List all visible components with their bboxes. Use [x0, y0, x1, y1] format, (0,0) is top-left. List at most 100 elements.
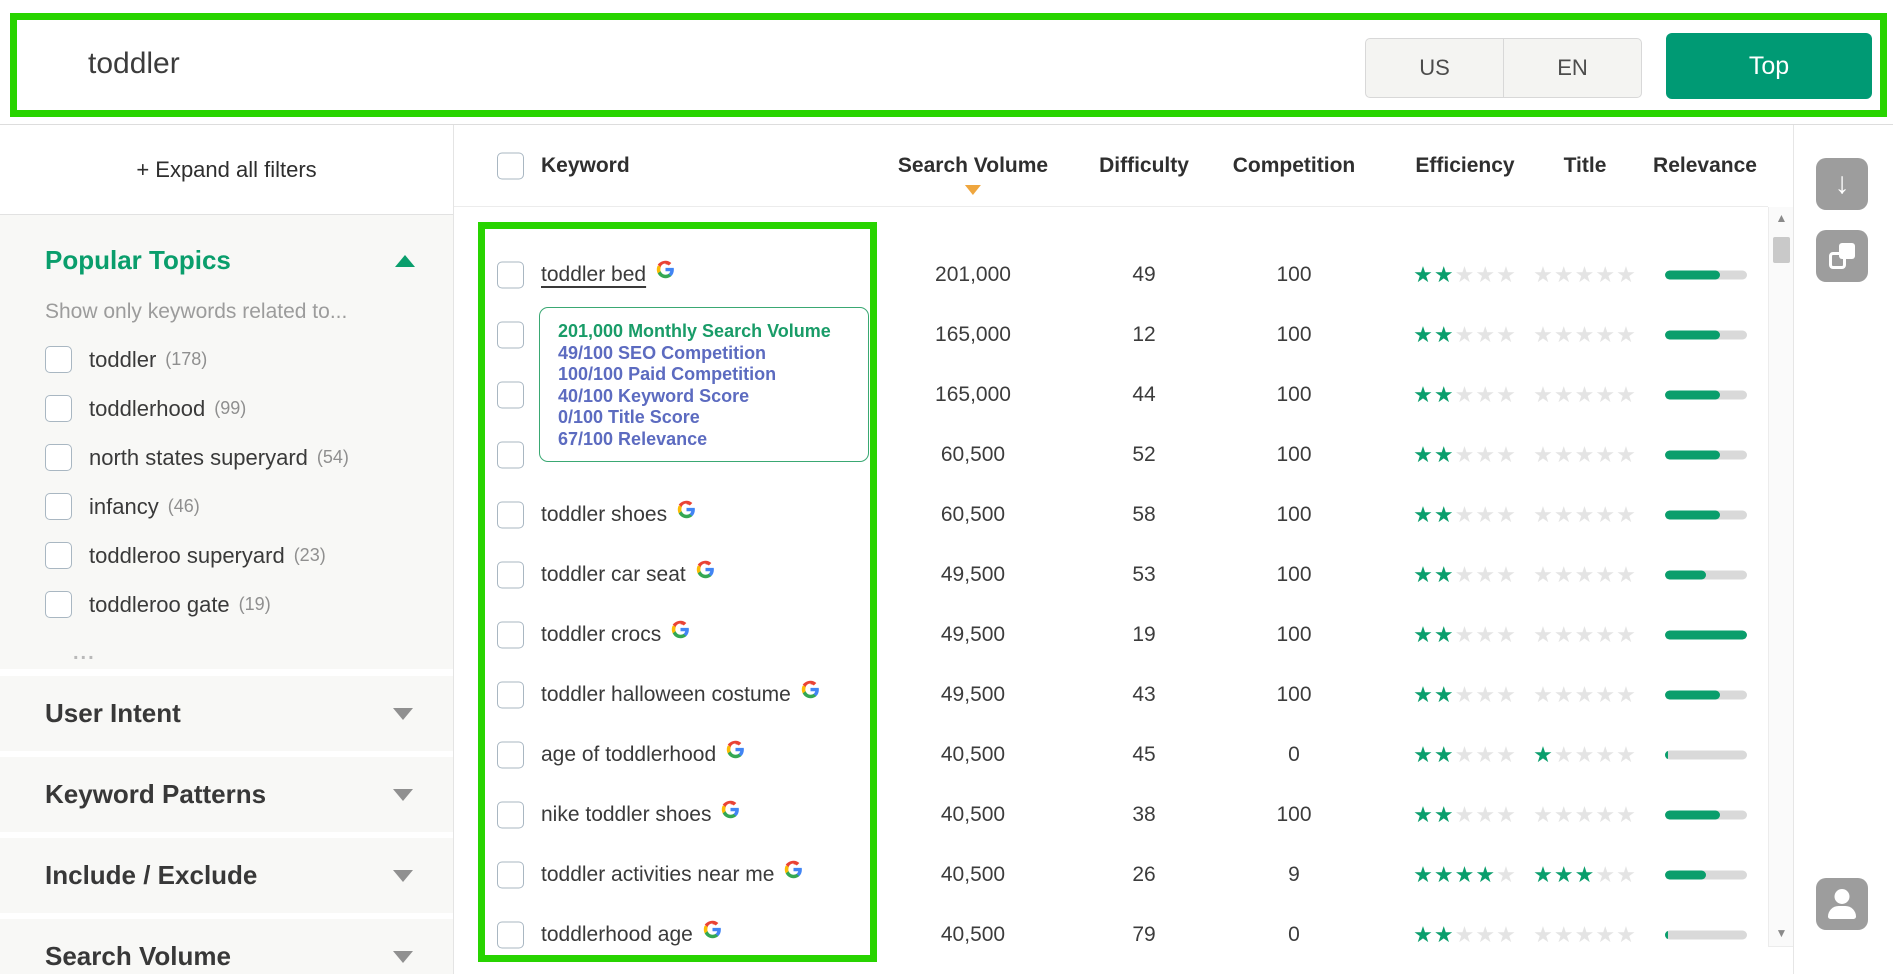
cell-efficiency-stars: ★★★★★ — [1413, 742, 1517, 768]
topic-filter-infancy[interactable]: infancy (46) — [45, 493, 415, 520]
keyword-link[interactable]: toddlerhood age — [541, 923, 693, 946]
keyword-link[interactable]: toddler bed — [541, 263, 647, 286]
column-header-competition[interactable]: Competition — [1232, 153, 1356, 177]
star-icon: ★ — [1413, 802, 1434, 827]
topic-filter-north-states-superyard[interactable]: north states superyard (54) — [45, 444, 415, 471]
relevance-bar — [1665, 510, 1747, 520]
row-checkbox[interactable] — [497, 741, 524, 769]
topic-checkbox[interactable] — [45, 591, 72, 618]
search-input[interactable]: toddler — [88, 47, 180, 80]
filter-section-user-intent[interactable]: User Intent — [0, 676, 453, 751]
cell-efficiency-stars: ★★★★★ — [1413, 262, 1517, 288]
account-button[interactable] — [1816, 878, 1868, 930]
table-row: 165,000 12 100 ★★★★★ ★★★★★ — [454, 305, 1768, 365]
topic-checkbox[interactable] — [45, 346, 72, 373]
topic-checkbox[interactable] — [45, 542, 72, 569]
topic-filter-toddleroo-gate[interactable]: toddleroo gate (19) — [45, 591, 415, 618]
expand-section-icon[interactable] — [393, 950, 413, 963]
topic-count: (178) — [165, 349, 208, 369]
star-icon: ★ — [1454, 862, 1476, 887]
filter-section-keyword-patterns[interactable]: Keyword Patterns — [0, 757, 453, 832]
column-header-difficulty[interactable]: Difficulty — [1099, 153, 1189, 177]
star-icon: ★ — [1413, 682, 1434, 707]
google-icon[interactable] — [656, 260, 675, 279]
filter-section-title: Keyword Patterns — [45, 779, 267, 809]
topic-checkbox[interactable] — [45, 395, 72, 422]
google-icon[interactable] — [677, 500, 696, 519]
scroll-down-arrow-icon[interactable]: ▼ — [1775, 926, 1788, 940]
filter-section-include-exclude[interactable]: Include / Exclude — [0, 838, 453, 913]
table-scrollbar[interactable]: ▲ ▼ — [1768, 207, 1794, 947]
copy-button[interactable] — [1816, 230, 1868, 282]
download-button[interactable]: ↓ — [1816, 158, 1868, 210]
keyword-link[interactable]: toddler shoes — [541, 503, 668, 526]
google-icon[interactable] — [671, 620, 690, 639]
star-icon: ★ — [1574, 382, 1596, 407]
keyword-cell: nike toddler shoes — [541, 800, 740, 827]
row-checkbox[interactable] — [497, 861, 524, 889]
row-checkbox[interactable] — [497, 681, 524, 709]
topic-label: toddleroo gate — [89, 591, 230, 617]
select-all-checkbox[interactable] — [497, 152, 524, 179]
row-checkbox[interactable] — [497, 801, 524, 829]
row-checkbox[interactable] — [497, 921, 524, 949]
keyword-link[interactable]: age of toddlerhood — [541, 743, 717, 766]
star-icon: ★ — [1475, 862, 1497, 887]
expand-section-icon[interactable] — [393, 788, 413, 801]
search-topbar: toddler US EN Top — [0, 0, 1893, 125]
relevance-bar-fill — [1665, 390, 1720, 400]
row-checkbox[interactable] — [497, 561, 524, 589]
relevance-bar-fill — [1665, 690, 1720, 700]
row-checkbox[interactable] — [497, 621, 524, 649]
google-icon[interactable] — [801, 680, 820, 699]
star-icon: ★ — [1533, 622, 1554, 647]
collapse-section-icon[interactable] — [395, 254, 415, 267]
search-submit-button[interactable]: Top — [1666, 33, 1872, 99]
row-checkbox[interactable] — [497, 321, 524, 349]
topic-checkbox[interactable] — [45, 444, 72, 471]
keyword-link[interactable]: nike toddler shoes — [541, 803, 712, 826]
cell-efficiency-stars: ★★★★★ — [1413, 682, 1517, 708]
star-icon: ★ — [1595, 682, 1617, 707]
topic-filter-toddler[interactable]: toddler (178) — [45, 346, 415, 373]
column-header-title[interactable]: Title — [1563, 153, 1607, 177]
cell-efficiency-stars: ★★★★★ — [1413, 562, 1517, 588]
cell-title-score-stars: ★★★★★ — [1533, 622, 1637, 648]
google-icon[interactable] — [784, 860, 803, 879]
row-checkbox[interactable] — [497, 441, 524, 469]
google-icon[interactable] — [696, 560, 715, 579]
column-header-relevance[interactable]: Relevance — [1653, 153, 1757, 177]
scrollbar-thumb[interactable] — [1773, 237, 1790, 263]
keyword-metrics-tooltip: 201,000 Monthly Search Volume 49/100 SEO … — [539, 307, 869, 462]
column-header-search-volume[interactable]: Search Volume — [898, 154, 1048, 195]
popular-topics-list: toddler (178) toddlerhood (99) north states … — [45, 346, 415, 618]
topic-checkbox[interactable] — [45, 493, 72, 520]
expand-section-icon[interactable] — [393, 707, 413, 720]
star-icon: ★ — [1413, 382, 1434, 407]
google-icon[interactable] — [726, 740, 745, 759]
filter-section-search-volume[interactable]: Search Volume — [0, 919, 453, 974]
topic-label: toddlerhood — [89, 395, 206, 421]
row-checkbox[interactable] — [497, 261, 524, 289]
star-icon: ★ — [1553, 922, 1575, 947]
google-icon[interactable] — [721, 800, 740, 819]
google-icon[interactable] — [703, 920, 722, 939]
expand-all-filters-button[interactable]: + Expand all filters — [0, 125, 453, 215]
topic-filter-toddlerhood[interactable]: toddlerhood (99) — [45, 395, 415, 422]
keyword-link[interactable]: toddler car seat — [541, 563, 686, 586]
column-header-efficiency[interactable]: Efficiency — [1415, 153, 1515, 177]
more-topics-button[interactable]: ... — [73, 642, 96, 664]
row-checkbox[interactable] — [497, 501, 524, 529]
expand-section-icon[interactable] — [393, 869, 413, 882]
star-icon: ★ — [1475, 622, 1497, 647]
keyword-link[interactable]: toddler crocs — [541, 623, 662, 646]
column-header-keyword[interactable]: Keyword — [541, 153, 630, 177]
keyword-link[interactable]: toddler halloween costume — [541, 683, 791, 706]
language-selector[interactable]: EN — [1503, 39, 1641, 97]
scroll-up-arrow-icon[interactable]: ▲ — [1775, 211, 1788, 225]
star-icon: ★ — [1616, 442, 1637, 467]
topic-filter-toddleroo-superyard[interactable]: toddleroo superyard (23) — [45, 542, 415, 569]
country-selector[interactable]: US — [1419, 55, 1450, 80]
keyword-link[interactable]: toddler activities near me — [541, 863, 775, 886]
row-checkbox[interactable] — [497, 381, 524, 409]
